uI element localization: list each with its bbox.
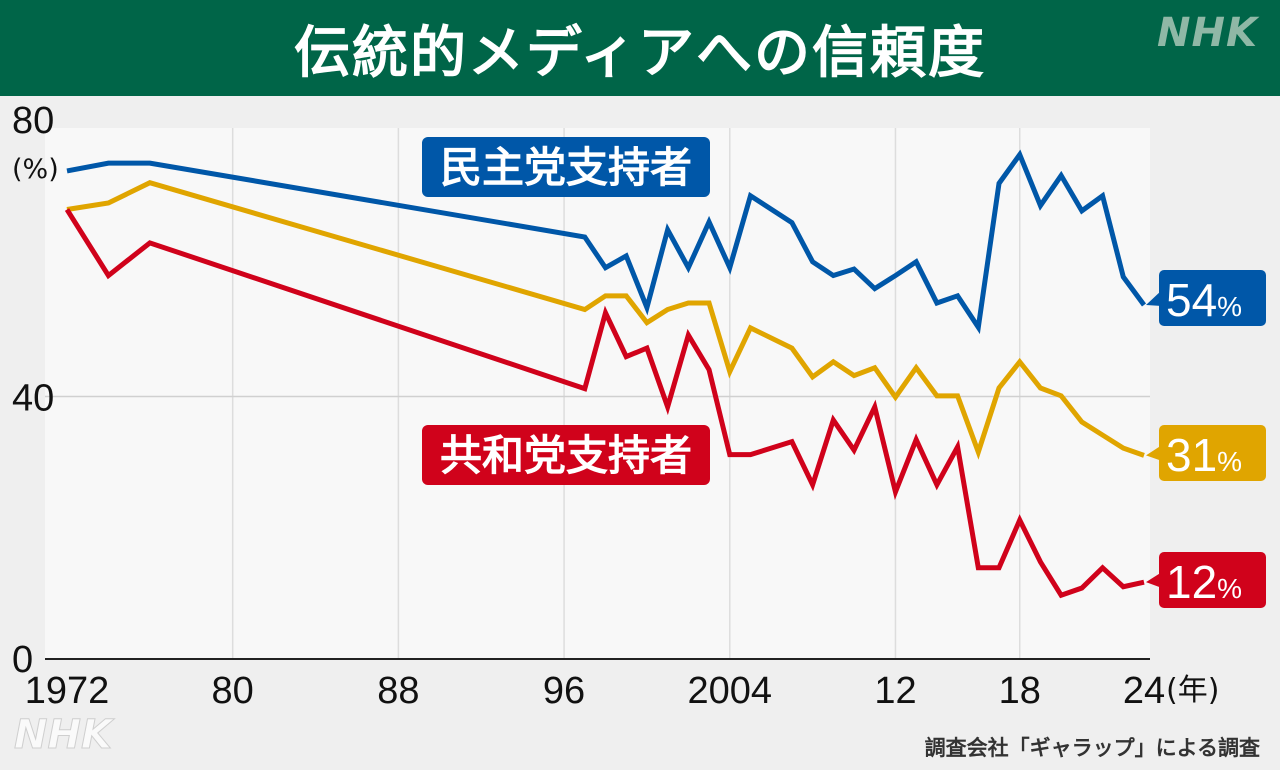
- plot-area: [45, 128, 1150, 660]
- chart-title: 伝統的メディアへの信頼度: [293, 21, 987, 86]
- x-tick-label: 1972: [25, 670, 110, 712]
- header-bar: 伝統的メディアへの信頼度 NHK: [0, 0, 1280, 96]
- nhk-logo-bottom: NHK: [14, 712, 113, 759]
- series-label: 民主党支持者: [422, 137, 710, 197]
- x-tick-label: 80: [212, 670, 254, 712]
- y-axis-unit: (%): [12, 154, 59, 185]
- series-line-2: [64, 208, 1145, 599]
- series-line-0: [66, 149, 1147, 335]
- svg-text:12%: 12%: [1166, 556, 1242, 608]
- x-tick-label: 18: [999, 670, 1041, 712]
- x-axis-unit: (年): [1166, 673, 1219, 708]
- svg-text:54%: 54%: [1166, 274, 1242, 326]
- svg-text:共和党支持者: 共和党支持者: [440, 431, 692, 480]
- y-tick-label: 40: [12, 378, 54, 420]
- source-note: 調査会社「ギャラップ」による調査: [924, 736, 1260, 760]
- series-label: 共和党支持者: [422, 425, 710, 485]
- series-line-1: [66, 180, 1145, 460]
- end-value-label: 12%: [1146, 552, 1266, 608]
- x-tick-label: 24: [1123, 670, 1165, 712]
- x-tick-label: 12: [874, 670, 916, 712]
- nhk-logo: NHK: [1157, 10, 1258, 56]
- end-value-label: 31%: [1146, 425, 1266, 481]
- x-tick-label: 96: [543, 670, 585, 712]
- svg-text:民主党支持者: 民主党支持者: [440, 143, 692, 192]
- y-tick-label: 0: [12, 639, 33, 681]
- end-value-label: 54%: [1146, 270, 1266, 326]
- x-tick-label: 2004: [687, 670, 772, 712]
- y-tick-label: 80: [12, 100, 54, 142]
- svg-text:31%: 31%: [1166, 429, 1242, 481]
- x-tick-label: 88: [377, 670, 419, 712]
